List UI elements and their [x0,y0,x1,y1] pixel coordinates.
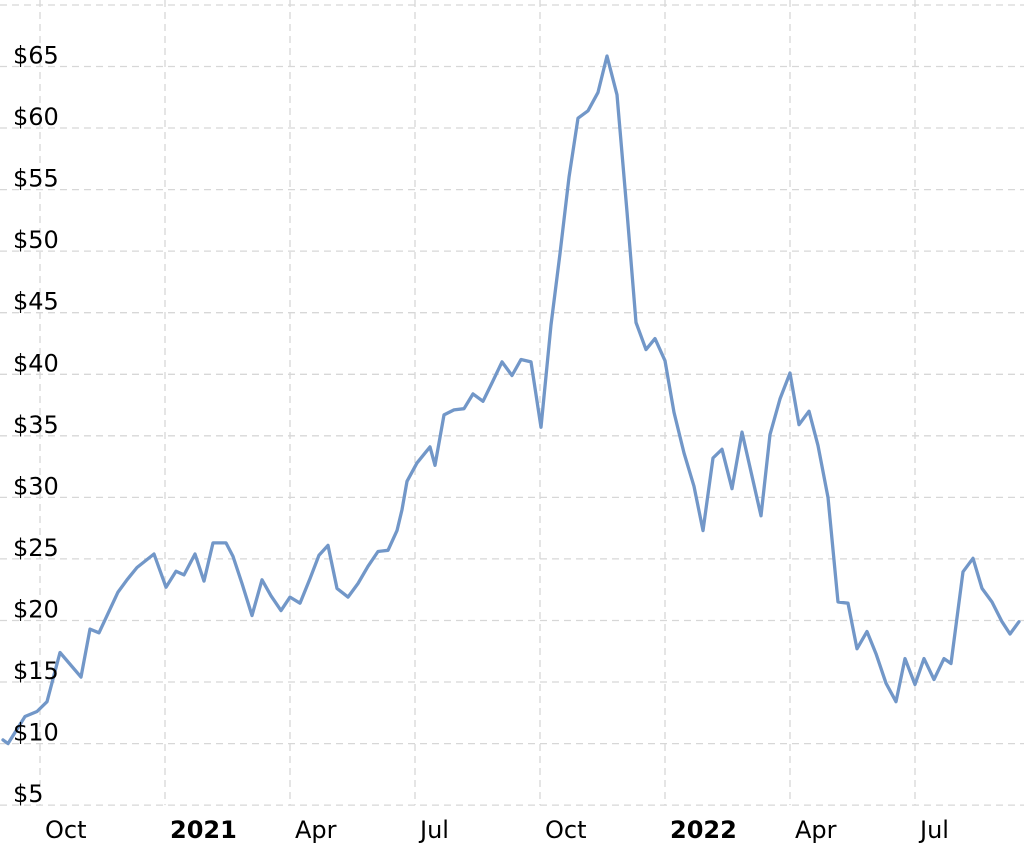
y-tick-label: $25 [13,534,59,562]
x-tick-label: Apr [295,816,337,844]
x-tick-label: 2021 [170,816,237,844]
y-tick-label: $65 [13,42,59,70]
y-tick-label: $30 [13,472,59,500]
x-tick-label: Oct [45,816,87,844]
y-tick-label: $45 [13,288,59,316]
price-line [1,54,1021,746]
x-tick-label: Apr [795,816,837,844]
y-tick-label: $15 [13,657,59,685]
x-tick-label: 2022 [670,816,737,844]
x-tick-label: Oct [545,816,587,844]
y-tick-label: $55 [13,165,59,193]
y-tick-label: $35 [13,411,59,439]
x-tick-label: Jul [918,816,949,844]
y-tick-label: $20 [13,596,59,624]
y-tick-label: $50 [13,226,59,254]
y-tick-label: $40 [13,349,59,377]
x-tick-label: Jul [418,816,449,844]
y-tick-label: $60 [13,103,59,131]
y-tick-label: $5 [13,780,44,808]
y-tick-label: $10 [13,719,59,747]
